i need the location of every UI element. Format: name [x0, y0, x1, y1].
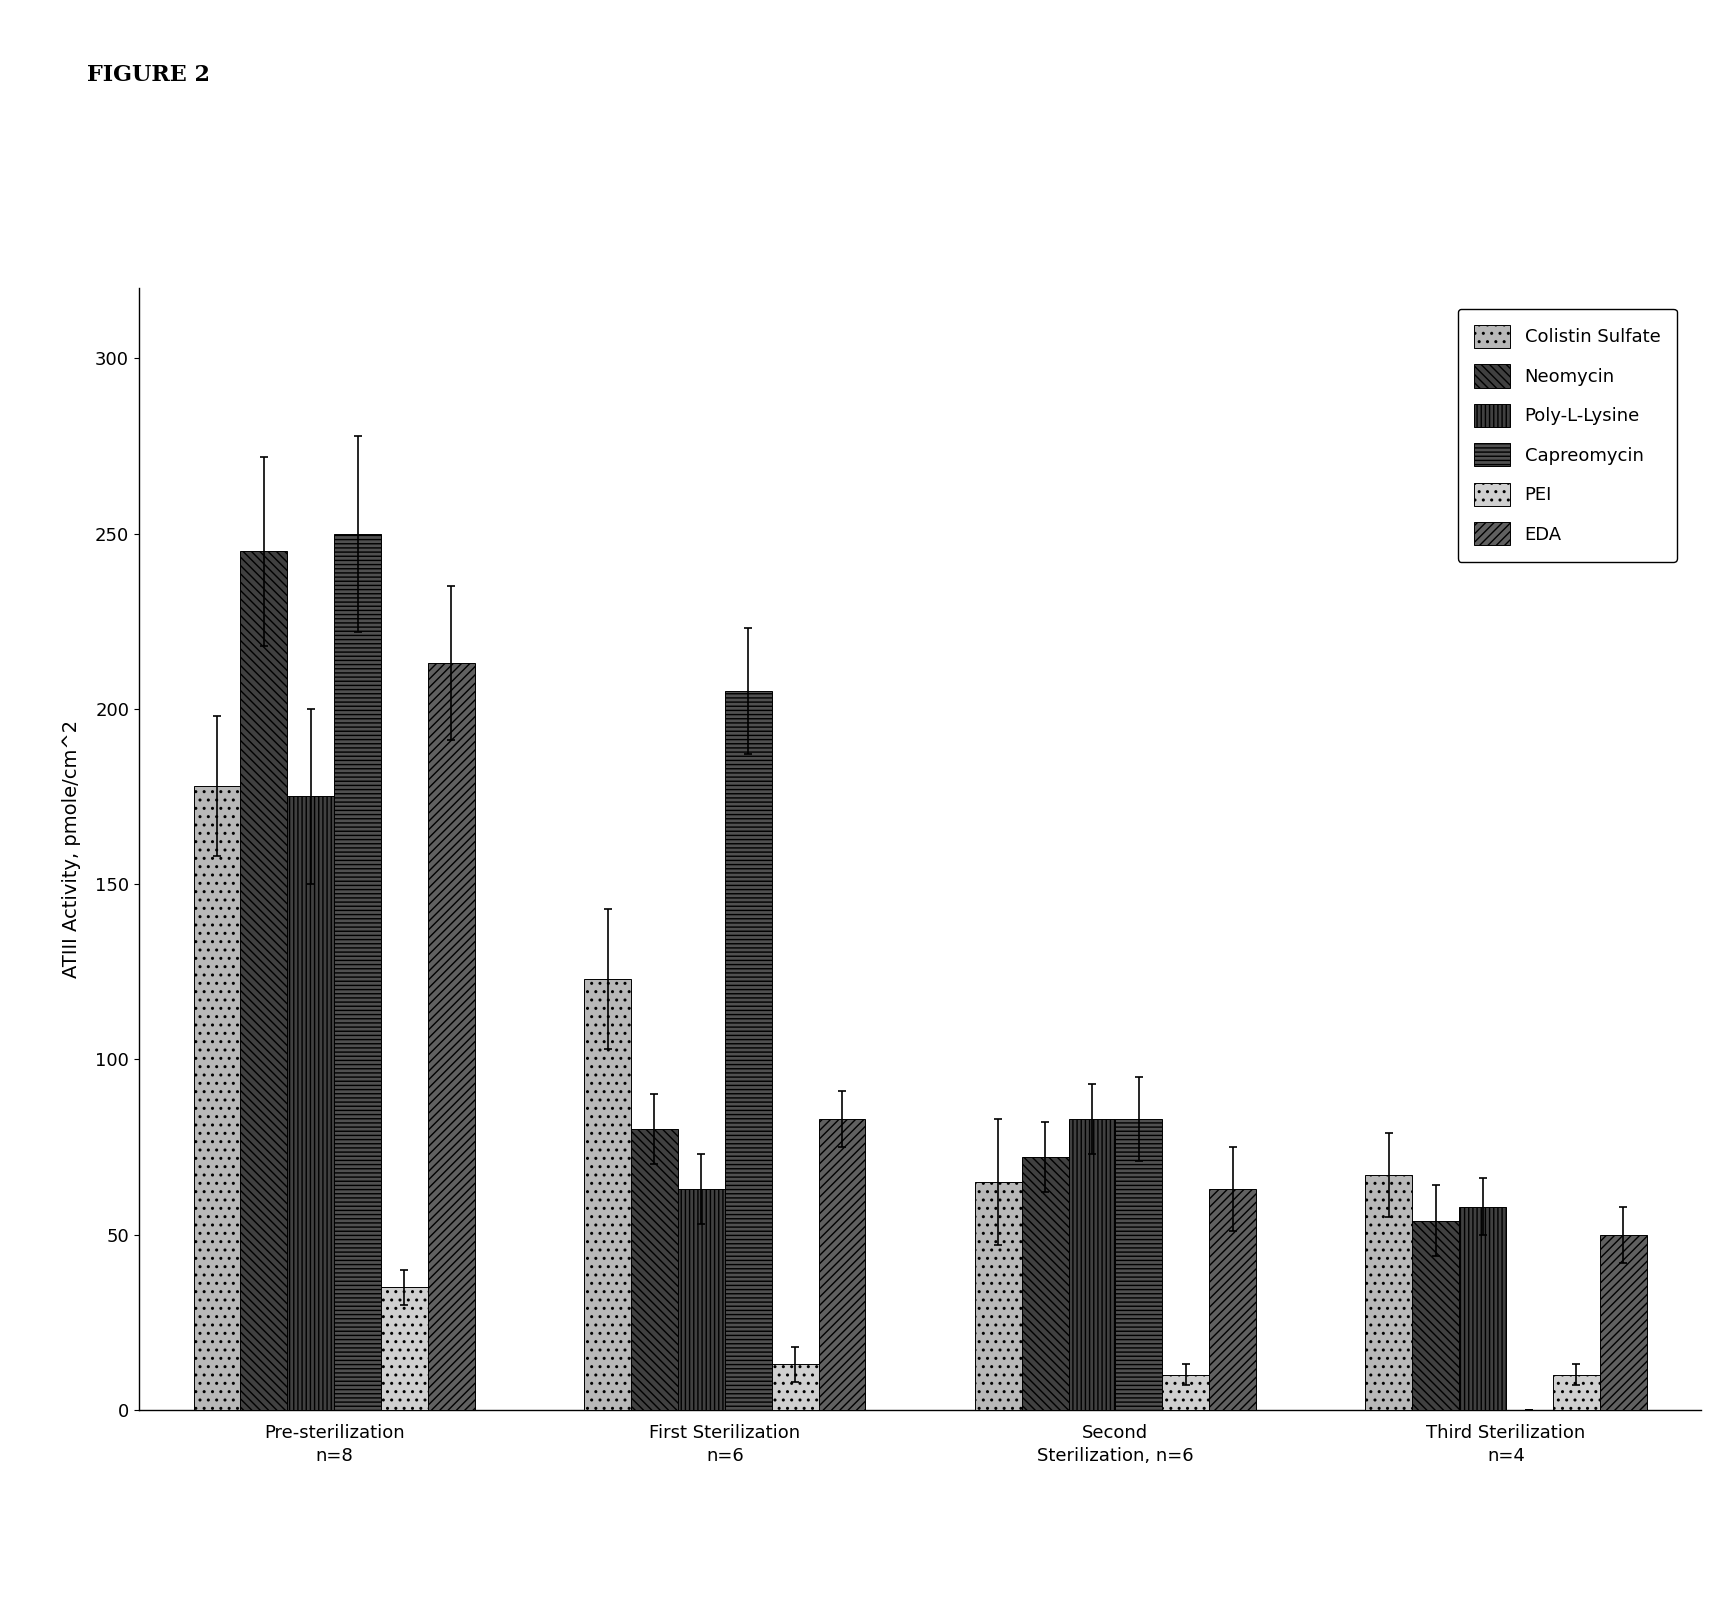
Bar [1163, 1375, 1210, 1410]
Bar [382, 1286, 429, 1410]
Bar [819, 1118, 866, 1410]
Bar [974, 1182, 1021, 1410]
Bar [583, 979, 632, 1410]
Bar [194, 787, 240, 1410]
Bar [1366, 1174, 1413, 1410]
Bar [771, 1365, 819, 1410]
Y-axis label: ATIII Activity, pmole/cm^2: ATIII Activity, pmole/cm^2 [62, 719, 82, 979]
Bar [1208, 1189, 1257, 1410]
Bar [1069, 1118, 1116, 1410]
Bar [726, 692, 771, 1410]
Bar [1413, 1221, 1460, 1410]
Bar [240, 551, 288, 1410]
Bar [1601, 1235, 1647, 1410]
Bar [288, 796, 333, 1410]
Bar [1554, 1375, 1601, 1410]
Bar [1460, 1206, 1507, 1410]
Bar [677, 1189, 724, 1410]
Bar [1021, 1157, 1068, 1410]
Legend: Colistin Sulfate, Neomycin, Poly-L-Lysine, Capreomycin, PEI, EDA: Colistin Sulfate, Neomycin, Poly-L-Lysin… [1458, 309, 1677, 562]
Bar [427, 663, 476, 1410]
Text: FIGURE 2: FIGURE 2 [87, 64, 210, 87]
Bar [333, 533, 382, 1410]
Bar [632, 1129, 677, 1410]
Bar [1116, 1118, 1163, 1410]
